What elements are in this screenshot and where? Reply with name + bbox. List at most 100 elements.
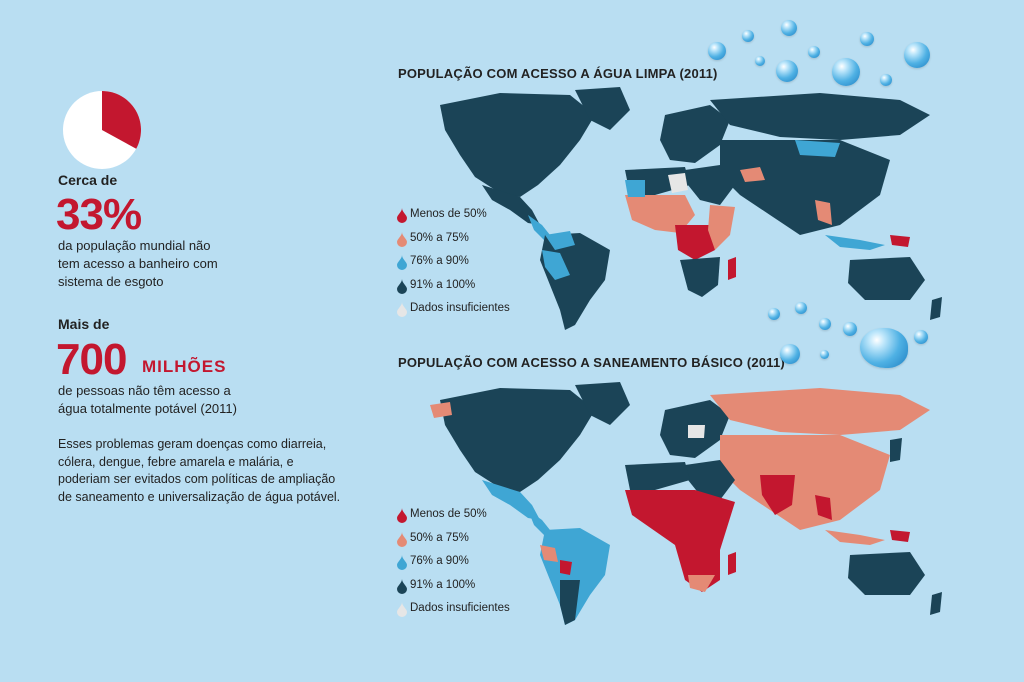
water-drop-icon [860, 32, 874, 46]
water-drop-icon [795, 302, 807, 314]
drop-navy-icon [397, 578, 407, 594]
water-drop-icon [819, 318, 831, 330]
stat2-desc-line: de pessoas não têm acesso a [58, 383, 231, 398]
legend-label: Menos de 50% [410, 208, 487, 220]
afghanistan [740, 167, 765, 182]
drop-salmon-icon [397, 231, 407, 247]
stat1-value: 33% [56, 190, 142, 239]
stat1-prefix: Cerca de [58, 172, 118, 188]
australia [848, 257, 925, 300]
sub-saharan-africa [625, 490, 735, 592]
south-africa [688, 575, 715, 592]
east-africa [708, 205, 735, 250]
stat2-description: de pessoas não têm acesso a água totalme… [58, 382, 318, 418]
libya-nodata [668, 173, 688, 193]
south-america [540, 528, 610, 625]
alaska [430, 402, 452, 418]
central-america [528, 510, 550, 535]
water-drop-icon [780, 344, 800, 364]
papua [890, 235, 910, 247]
west-africa [625, 195, 695, 233]
water-drop-icon [808, 46, 820, 58]
drop-red-icon [397, 508, 407, 523]
stat1-description: da população mundial não tem acesso a ba… [58, 237, 318, 291]
drop-gray-icon [397, 302, 407, 317]
japan-korea [890, 438, 902, 462]
madagascar [728, 552, 736, 575]
stat2-prefix: Mais de [58, 316, 110, 332]
peru [540, 545, 558, 562]
body-text: Esses problemas geram doenças como diarr… [58, 436, 358, 506]
mexico [482, 480, 540, 520]
water-drop-icon [914, 330, 928, 344]
central-africa [675, 225, 715, 260]
legend-label: Dados insuficientes [410, 302, 510, 314]
water-drop-icon [768, 308, 780, 320]
water-drop-icon [904, 42, 930, 68]
drop-navy-icon [397, 278, 407, 294]
middle-east [685, 460, 735, 500]
southeast-asia [815, 200, 832, 225]
stat1-desc-line: sistema de esgoto [58, 274, 164, 289]
drop-gray-icon [397, 602, 407, 617]
legend-label: 76% a 90% [410, 555, 469, 567]
legend-label: 91% a 100% [410, 278, 476, 291]
north-america [440, 388, 595, 492]
water-drop-icon [880, 74, 892, 86]
water-drop-icon [742, 30, 754, 42]
stat2-value: 700 [56, 335, 127, 384]
colombia-venezuela [545, 231, 575, 250]
asia [720, 140, 890, 235]
pie-slice-33 [102, 91, 142, 149]
body-line: poderiam ser evitados com políticas de a… [58, 472, 336, 486]
drop-blue-icon [397, 555, 407, 570]
southeast-asia [815, 495, 832, 520]
north-america [440, 93, 595, 197]
water-drop-icon [708, 42, 726, 60]
drop-salmon-icon [397, 531, 407, 547]
sanitation-access-map [430, 382, 942, 625]
indonesia [825, 235, 885, 250]
stat2-suffix: MILHÕES [142, 357, 227, 376]
body-line: Esses problemas geram doenças como diarr… [58, 437, 327, 451]
water-drop-icon [832, 58, 860, 86]
papua [890, 530, 910, 542]
north-africa [625, 462, 690, 490]
asia [720, 435, 890, 530]
drop-blue-icon [397, 255, 407, 270]
stat1-desc-line: da população mundial não [58, 238, 211, 253]
water-drop-icon [776, 60, 798, 82]
water-drop-icon [860, 328, 908, 368]
map2-continents [430, 382, 942, 625]
mexico [482, 185, 540, 225]
drop-red-icon [397, 208, 407, 223]
russia [710, 93, 930, 140]
greenland [575, 87, 630, 130]
map1-continents [440, 87, 942, 330]
russia [710, 388, 930, 435]
europe-nodata [688, 425, 705, 438]
water-drop-icon [820, 350, 829, 359]
new-zealand [930, 297, 942, 320]
new-zealand [930, 592, 942, 615]
legend-label: 76% a 90% [410, 255, 469, 267]
legend-label: 50% a 75% [410, 531, 469, 544]
bolivia [560, 560, 572, 575]
legend-label: Dados insuficientes [410, 602, 510, 614]
madagascar [728, 257, 736, 280]
greenland [575, 382, 630, 425]
map2-title: POPULAÇÃO COM ACESSO A SANEAMENTO BÁSICO… [398, 355, 785, 370]
pie-chart [63, 91, 142, 169]
middle-east [685, 165, 735, 205]
southern-africa [680, 257, 720, 297]
body-line: de saneamento e universalização de água … [58, 489, 341, 504]
body-line: cólera, dengue, febre amarela e malária,… [58, 454, 294, 469]
water-access-map [440, 87, 942, 330]
water-drop-icon [781, 20, 797, 36]
peru-bolivia [542, 250, 570, 280]
legend-label: 50% a 75% [410, 231, 469, 244]
stat1-desc-line: tem acesso a banheiro com [58, 256, 218, 271]
indonesia [825, 530, 885, 545]
mauritania [625, 180, 645, 197]
water-drop-icon [755, 56, 765, 66]
